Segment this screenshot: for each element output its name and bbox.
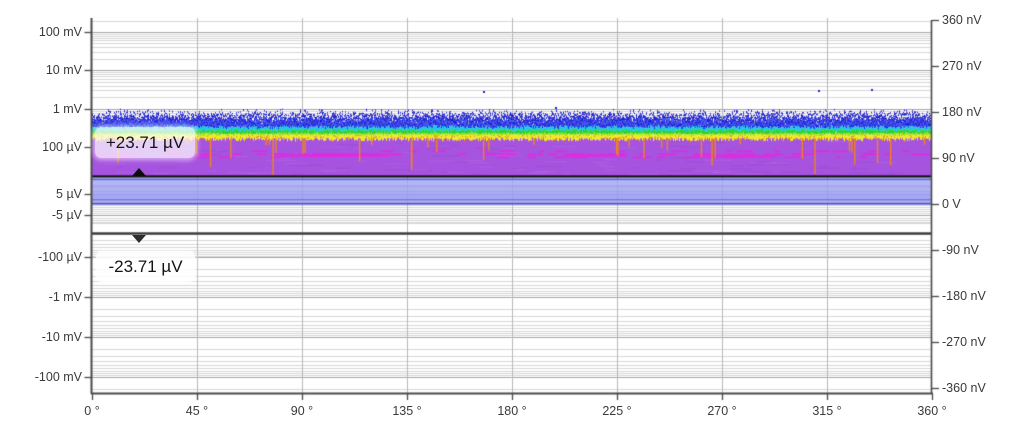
x-axis-tick-label: 45 °: [185, 404, 209, 418]
x-axis-tick-label: 270 °: [707, 404, 737, 418]
y-axis-left-tick-label: -1 mV: [48, 290, 82, 304]
y-axis-right-tick-label: -90 nV: [942, 243, 979, 257]
lower-marker-value: -23.71 µV: [108, 256, 183, 276]
y-axis-left-tick-label: -100 mV: [34, 370, 82, 384]
x-axis-tick-label: 315 °: [812, 404, 842, 418]
x-axis-tick-label: 0 °: [84, 404, 100, 418]
y-axis-left-tick-label: 100 mV: [38, 25, 82, 39]
lower-marker-handle-icon[interactable]: [132, 235, 146, 243]
y-axis-left-tick-label: 5 µV: [56, 187, 82, 201]
y-axis-left-tick-label: -10 mV: [41, 330, 82, 344]
y-axis-left-tick-label: 1 mV: [52, 102, 82, 116]
upper-marker-value: +23.71 µV: [105, 132, 185, 152]
y-axis-right-tick-label: 90 nV: [942, 151, 975, 165]
x-axis-tick-label: 135 °: [392, 404, 422, 418]
x-axis-labels: 0 ° 45 ° 90 ° 135 ° 180 ° 225 ° 270 ° 315 ° 360 …: [0, 400, 1027, 422]
y-axis-right-tick-label: -270 nV: [942, 335, 986, 349]
y-axis-left-tick-label: 10 mV: [45, 63, 82, 77]
y-axis-right-tick-label: -360 nV: [942, 381, 986, 395]
x-axis-tick-label: 360 °: [917, 404, 947, 418]
upper-marker-handle-icon[interactable]: [132, 168, 146, 176]
y-axis-right-tick-label: 360 nV: [942, 13, 982, 27]
x-axis-tick-label: 180 °: [497, 404, 527, 418]
upper-marker-readout: +23.71 µV: [95, 127, 195, 158]
y-axis-right-labels: 360 nV 270 nV 180 nV 90 nV 0 V -90 nV -180 nV -…: [942, 0, 1027, 441]
y-axis-left-tick-label: 100 µV: [42, 140, 82, 154]
y-axis-left-tick-label: -100 µV: [37, 250, 82, 264]
y-axis-right-tick-label: 0 V: [942, 197, 961, 211]
y-axis-left-tick-label: -5 µV: [51, 208, 82, 222]
y-axis-left-labels: 100 mV 10 mV 1 mV 100 µV 5 µV -5 µV -100 µV -1 …: [0, 0, 82, 441]
lower-marker-readout: -23.71 µV: [96, 251, 195, 282]
y-axis-right-tick-label: -180 nV: [942, 289, 986, 303]
y-axis-right-tick-label: 180 nV: [942, 105, 982, 119]
x-axis-tick-label: 90 °: [290, 404, 314, 418]
y-axis-right-tick-label: 270 nV: [942, 59, 982, 73]
x-axis-tick-label: 225 °: [602, 404, 632, 418]
